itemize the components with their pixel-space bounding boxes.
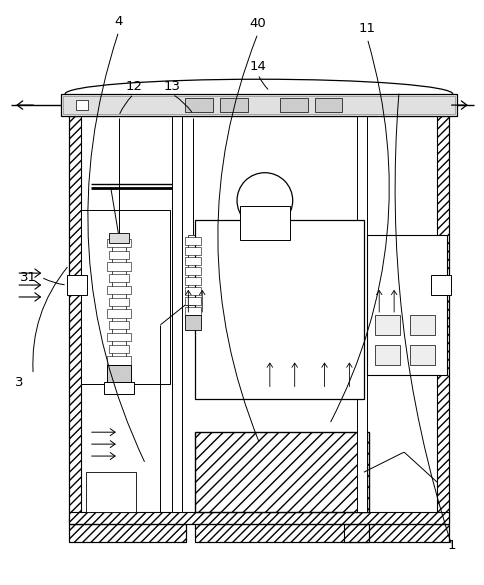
Bar [104, 383, 134, 394]
Bar [69, 524, 186, 542]
Bar [185, 257, 201, 265]
Bar [185, 315, 201, 330]
Bar [188, 235, 198, 315]
Bar [63, 96, 455, 114]
Bar [76, 100, 88, 110]
Bar [109, 233, 129, 243]
Bar [69, 524, 186, 542]
Text: 31: 31 [20, 271, 37, 284]
Bar [185, 287, 201, 295]
Bar [437, 116, 449, 524]
Bar [280, 98, 308, 112]
Bar [109, 345, 129, 353]
Bar [107, 239, 131, 247]
Bar [315, 98, 342, 112]
Bar [195, 432, 369, 512]
Bar [107, 262, 131, 271]
Bar [107, 364, 131, 384]
Text: 1: 1 [448, 539, 456, 552]
Bar [67, 275, 87, 295]
Bar [345, 524, 449, 542]
Bar [367, 235, 447, 374]
Text: 13: 13 [164, 80, 181, 92]
Bar [172, 116, 182, 512]
Bar [185, 307, 201, 315]
Bar [109, 274, 129, 283]
Bar [345, 524, 449, 542]
Bar [185, 297, 201, 305]
Bar [107, 356, 131, 364]
Text: 11: 11 [359, 22, 376, 35]
Bar [195, 221, 364, 400]
Bar [107, 333, 131, 341]
Bar [220, 98, 248, 112]
Bar [69, 116, 81, 524]
Bar [410, 315, 435, 335]
Bar [185, 238, 201, 245]
Bar [107, 286, 131, 294]
Bar [431, 275, 451, 295]
Bar [195, 524, 369, 542]
Bar [109, 321, 129, 329]
Bar [61, 94, 457, 116]
Text: 3: 3 [15, 376, 24, 389]
Bar [185, 277, 201, 285]
Bar [86, 472, 136, 512]
Bar [240, 205, 290, 240]
Bar [112, 235, 126, 364]
Bar [410, 345, 435, 364]
Bar [375, 315, 400, 335]
Bar [109, 298, 129, 306]
Bar [185, 98, 213, 112]
Bar [81, 211, 170, 384]
Bar [109, 250, 129, 259]
Bar [375, 345, 400, 364]
Bar [195, 524, 369, 542]
Bar [69, 512, 449, 524]
Bar [107, 309, 131, 318]
Text: 12: 12 [125, 80, 142, 92]
Text: 4: 4 [115, 15, 123, 28]
Bar [185, 267, 201, 275]
Text: 40: 40 [250, 17, 266, 30]
Text: 14: 14 [249, 60, 266, 73]
Bar [357, 116, 367, 512]
Bar [185, 247, 201, 255]
